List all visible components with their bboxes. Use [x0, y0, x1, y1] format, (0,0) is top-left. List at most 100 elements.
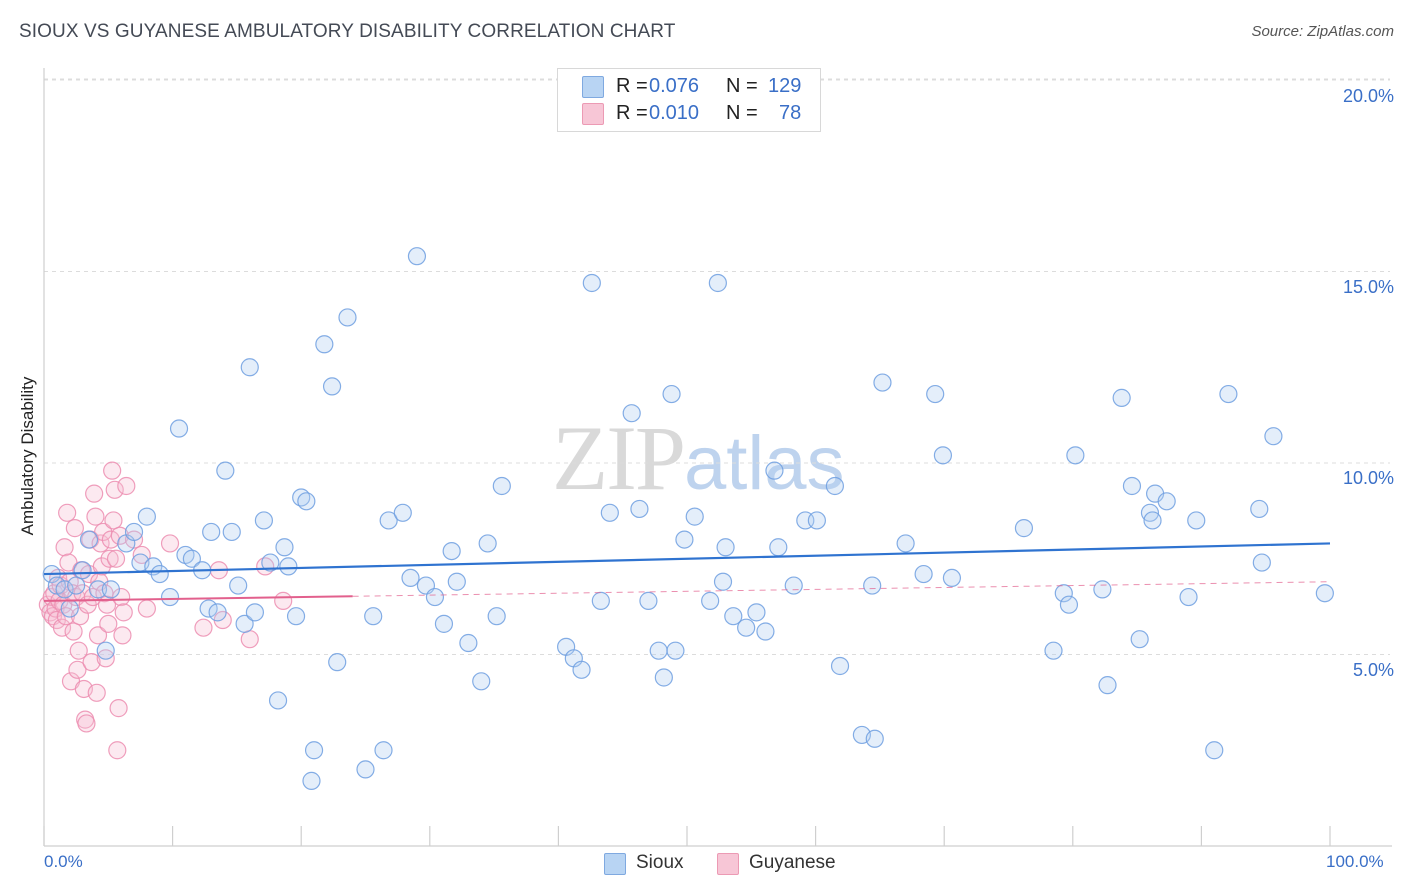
sioux-point — [364, 607, 383, 626]
sioux-point — [1059, 595, 1079, 614]
sioux-point — [1098, 676, 1117, 695]
sioux-point — [942, 568, 962, 588]
x-tick-min: 0.0% — [44, 852, 83, 871]
stats-legend: R = 0.076 N = 129 R = 0.010 N = 78 — [557, 68, 821, 132]
sioux-point — [873, 373, 892, 392]
sioux-point — [459, 633, 478, 653]
sioux-point — [591, 591, 610, 610]
sioux-points — [42, 247, 1334, 790]
sioux-point — [199, 599, 218, 618]
sioux-point — [701, 591, 720, 610]
sioux-point — [747, 603, 766, 622]
r-label: R = — [616, 102, 648, 124]
sioux-point — [737, 618, 756, 637]
sioux-point — [769, 538, 788, 557]
sioux-point — [216, 461, 235, 480]
sioux-point — [235, 614, 254, 633]
guyanese-legend-label: Guyanese — [749, 852, 836, 873]
sioux-point — [784, 576, 803, 595]
sioux-point — [830, 656, 850, 676]
y-tick-10: 10.0% — [1342, 468, 1394, 488]
sioux-point — [639, 591, 658, 610]
sioux-point — [1143, 511, 1162, 530]
sioux-point — [1252, 553, 1271, 572]
guyanese-point — [112, 587, 131, 607]
guyanese-point — [104, 511, 123, 530]
guyanese-point — [137, 599, 156, 618]
sioux-point — [756, 622, 775, 641]
r-value: 0.076 — [649, 75, 700, 97]
sioux-point — [675, 530, 694, 549]
guyanese-point — [106, 549, 126, 568]
sioux-point — [478, 534, 497, 553]
guyanese-point — [55, 538, 74, 557]
sioux-point — [79, 530, 99, 549]
guyanese-point — [85, 484, 104, 503]
sioux-point — [582, 273, 601, 293]
guyanese-trend-line — [43, 595, 353, 602]
sioux-point — [124, 522, 144, 542]
guyanese-swatch — [582, 103, 604, 125]
guyanese-point — [69, 641, 88, 660]
r-label: R = — [616, 75, 648, 97]
y-tick-20: 20.0% — [1342, 86, 1394, 106]
sioux-point — [447, 572, 466, 591]
sioux-point — [297, 492, 316, 511]
guyanese-point — [194, 618, 213, 637]
sioux-point — [101, 580, 120, 599]
guyanese-point — [96, 649, 115, 668]
guyanese-point — [274, 591, 293, 610]
guyanese-point — [105, 480, 124, 499]
sioux-legend-label: Sioux — [636, 852, 684, 873]
sioux-point — [1130, 630, 1149, 649]
sioux-point — [434, 614, 454, 633]
sioux-point — [302, 771, 321, 790]
sioux-point — [649, 641, 668, 660]
sioux-point — [96, 641, 115, 660]
guyanese-point — [114, 603, 133, 622]
guyanese-trend-extension — [352, 581, 1331, 597]
sioux-point — [1054, 584, 1073, 603]
r-value: 0.010 — [649, 102, 700, 124]
sioux-point — [229, 576, 248, 595]
sioux-point — [1112, 388, 1131, 407]
sioux-point — [1315, 584, 1334, 603]
guyanese-point — [101, 530, 120, 549]
sioux-point — [685, 507, 704, 526]
n-label: N = — [726, 75, 758, 97]
sioux-point — [1157, 492, 1176, 511]
guyanese-point — [113, 626, 132, 645]
guyanese-point — [64, 622, 83, 641]
guyanese-point — [58, 503, 77, 522]
sioux-point — [724, 607, 743, 626]
sioux-point — [442, 541, 461, 561]
sioux-point — [379, 511, 398, 530]
sioux-point — [713, 572, 733, 591]
sioux-point — [472, 672, 491, 691]
sioux-point — [492, 476, 511, 496]
sioux-point — [338, 308, 357, 327]
axes — [43, 68, 1392, 847]
sioux-point — [487, 607, 506, 626]
guyanese-point — [132, 545, 151, 565]
sioux-point — [279, 557, 298, 576]
sioux-point — [202, 522, 221, 542]
sioux-point — [261, 553, 280, 572]
y-tick-15: 15.0% — [1342, 277, 1394, 297]
chart-title: SIOUX VS GUYANESE AMBULATORY DISABILITY … — [19, 21, 676, 42]
sioux-point — [245, 603, 265, 622]
sioux-point — [67, 576, 86, 595]
trend-lines — [43, 542, 1331, 602]
sioux-point — [630, 499, 649, 519]
sioux-point — [807, 511, 826, 530]
guyanese-point — [65, 519, 84, 538]
sioux-point — [374, 741, 393, 760]
sioux-point — [765, 461, 784, 480]
sioux-point — [356, 760, 375, 779]
sioux-point — [240, 358, 259, 377]
guyanese-point — [82, 653, 101, 672]
n-value: 78 — [779, 102, 802, 124]
sioux-point — [286, 607, 306, 626]
sioux-point — [182, 549, 201, 568]
